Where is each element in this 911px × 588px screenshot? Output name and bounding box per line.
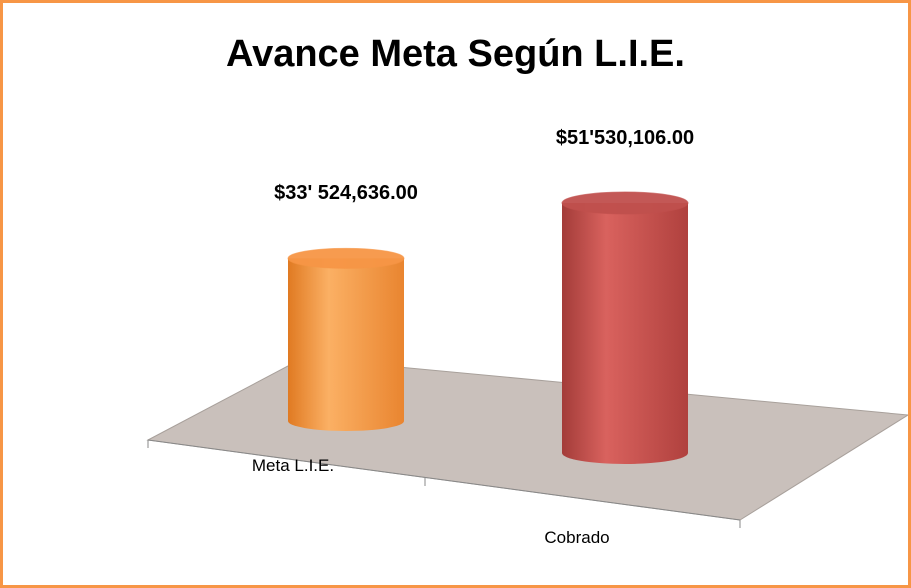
x-tick-label: Cobrado — [544, 528, 609, 547]
chart: Meta L.I.E. Cobrado — [146, 191, 908, 547]
bar — [288, 258, 404, 421]
cylinder-top — [561, 191, 689, 215]
bar — [562, 203, 688, 453]
cylinder-top — [287, 247, 405, 269]
x-tick-label: Meta L.I.E. — [252, 456, 334, 475]
value-label: $51'530,106.00 — [555, 127, 695, 149]
x-axis — [147, 439, 741, 521]
value-label: $33' 524,636.00 — [274, 182, 418, 205]
chart-title: Avance Meta Según L.I.E. — [226, 33, 685, 75]
floor — [146, 357, 908, 521]
